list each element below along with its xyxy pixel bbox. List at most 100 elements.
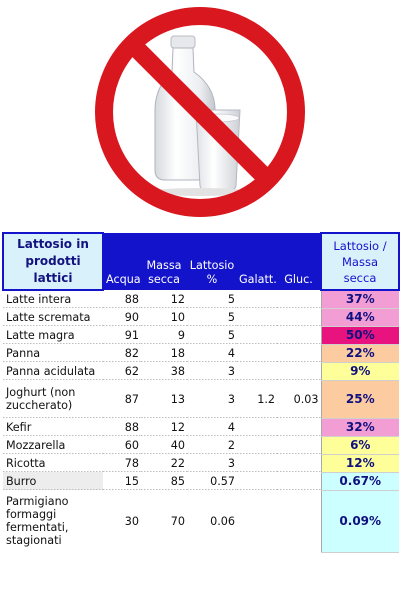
cell-name: Latte scremata (3, 308, 103, 326)
cell-acqua: 88 (103, 418, 141, 436)
cell-ratio: 50% (320, 326, 399, 345)
cell-massa: 10 (141, 308, 187, 326)
cell-massa: 9 (141, 326, 187, 344)
cell-massa: 12 (141, 290, 187, 308)
cell-ratio: 0.67% (320, 472, 399, 491)
prohibition-slash (125, 37, 275, 187)
cell-galatt (237, 436, 277, 454)
col-header-acqua: Acqua (103, 233, 141, 290)
cell-galatt (237, 344, 277, 362)
cell-lattosio: 2 (187, 436, 237, 454)
table-row: Panna 82 18 4 22% (3, 344, 399, 363)
cell-gluc (277, 344, 321, 362)
cell-lattosio: 5 (187, 290, 237, 308)
cell-ratio: 25% (320, 380, 399, 419)
cell-ratio: 12% (320, 454, 399, 473)
cell-name: Panna acidulata (3, 362, 103, 380)
cell-lattosio: 3 (187, 362, 237, 380)
cell-massa: 18 (141, 344, 187, 362)
prohibition-ring (95, 7, 305, 217)
cell-ratio: 22% (320, 344, 399, 363)
cell-gluc (277, 436, 321, 454)
cell-acqua: 82 (103, 344, 141, 362)
cell-ratio: 0.09% (320, 490, 399, 553)
col-header-glucosio: Gluc. (277, 233, 321, 290)
lactose-table-container: Lattosio in prodotti lattici Acqua Massa… (2, 232, 400, 553)
cell-galatt (237, 490, 277, 552)
table-row: Latte scremata 90 10 5 44% (3, 308, 399, 327)
col-header-lattosio: Lattosio % (187, 233, 237, 290)
cell-massa: 38 (141, 362, 187, 380)
cell-ratio: 6% (320, 436, 399, 455)
cell-galatt (237, 290, 277, 308)
cell-galatt (237, 454, 277, 472)
cell-name: Parmigiano formaggi fermentati, stagiona… (6, 495, 69, 547)
cell-gluc (277, 308, 321, 326)
cell-lattosio: 3 (187, 454, 237, 472)
cell-massa: 40 (141, 436, 187, 454)
cell-name: Kefir (3, 418, 103, 436)
cell-massa: 13 (141, 380, 187, 418)
cell-gluc (277, 290, 321, 308)
cell-lattosio: 5 (187, 326, 237, 344)
table-row: Mozzarella 60 40 2 6% (3, 436, 399, 455)
table-row: Parmigiano formaggi fermentati, stagiona… (3, 490, 399, 553)
table-row: Joghurt (non zuccherato) 87 13 3 1.2 0.03 25% (3, 380, 399, 419)
cell-name: Latte magra (3, 326, 103, 344)
no-milk-illustration (0, 0, 400, 228)
cell-massa: 70 (170, 514, 185, 528)
cell-name: Joghurt (non zuccherato) (3, 380, 103, 418)
table-title: Lattosio in prodotti lattici (2, 232, 104, 291)
cell-acqua: 78 (103, 454, 141, 472)
lactose-table: Lattosio in prodotti lattici Acqua Massa… (2, 232, 400, 553)
table-row: Latte intera 88 12 5 37% (3, 290, 399, 309)
cell-gluc (277, 454, 321, 472)
cell-name: Panna (3, 344, 103, 362)
cell-acqua: 60 (103, 436, 141, 454)
table-row: Ricotta 78 22 3 12% (3, 454, 399, 473)
cell-lattosio: 3 (187, 380, 237, 418)
cell-acqua: 88 (103, 290, 141, 308)
table-header-row: Lattosio in prodotti lattici Acqua Massa… (2, 232, 400, 291)
cell-acqua: 90 (103, 308, 141, 326)
cell-acqua: 62 (103, 362, 141, 380)
table-row: Latte magra 91 9 5 50% (3, 326, 399, 345)
cell-massa: 12 (141, 418, 187, 436)
cell-galatt (237, 472, 277, 490)
cell-gluc (277, 490, 321, 552)
cell-massa: 85 (141, 472, 187, 490)
no-milk-sign-icon (95, 7, 305, 217)
table-row: Kefir 88 12 4 32% (3, 418, 399, 437)
cell-gluc (277, 362, 321, 380)
cell-massa: 22 (141, 454, 187, 472)
cell-lattosio: 4 (187, 344, 237, 362)
cell-galatt (237, 308, 277, 326)
cell-name: Mozzarella (3, 436, 103, 454)
cell-galatt: 1.2 (237, 380, 277, 418)
table-row: Burro 15 85 0.57 0.67% (3, 472, 399, 491)
cell-lattosio: 0.06 (210, 514, 235, 528)
table-row: Panna acidulata 62 38 3 9% (3, 362, 399, 381)
col-header-massa-secca: Massa secca (141, 233, 187, 290)
cell-gluc (277, 326, 321, 344)
col-header-galattosio: Galatt. (237, 233, 277, 290)
col-header-ratio: Lattosio / Massa secca (320, 232, 400, 291)
cell-gluc (277, 472, 321, 490)
cell-name: Latte intera (3, 290, 103, 308)
cell-galatt (237, 362, 277, 380)
cell-lattosio: 4 (187, 418, 237, 436)
cell-acqua: 87 (103, 380, 141, 418)
cell-ratio: 9% (320, 362, 399, 381)
cell-gluc (277, 418, 321, 436)
cell-acqua: 15 (103, 472, 141, 490)
cell-acqua: 30 (124, 514, 139, 528)
cell-lattosio: 5 (187, 308, 237, 326)
cell-galatt (237, 326, 277, 344)
cell-acqua: 91 (103, 326, 141, 344)
cell-lattosio: 0.57 (187, 472, 237, 490)
cell-name: Burro (3, 472, 103, 490)
cell-name: Ricotta (3, 454, 103, 472)
bottle-cap (170, 35, 196, 49)
cell-galatt (237, 418, 277, 436)
cell-ratio: 44% (320, 308, 399, 327)
